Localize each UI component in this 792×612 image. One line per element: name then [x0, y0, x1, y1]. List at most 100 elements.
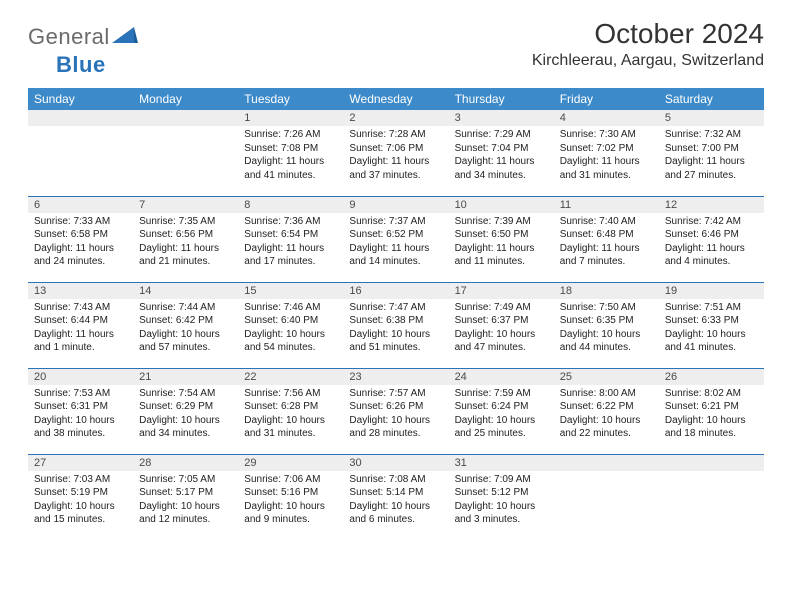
calendar-cell: 27Sunrise: 7:03 AMSunset: 5:19 PMDayligh…	[28, 454, 133, 540]
day-details: Sunrise: 7:35 AMSunset: 6:56 PMDaylight:…	[133, 213, 238, 273]
calendar-week-row: 1Sunrise: 7:26 AMSunset: 7:08 PMDaylight…	[28, 110, 764, 196]
daylight-text: Daylight: 10 hours and 25 minutes.	[455, 414, 548, 441]
day-details: Sunrise: 7:51 AMSunset: 6:33 PMDaylight:…	[659, 299, 764, 359]
sunrise-text: Sunrise: 7:56 AM	[244, 387, 337, 401]
daylight-text: Daylight: 10 hours and 28 minutes.	[349, 414, 442, 441]
calendar-cell: 12Sunrise: 7:42 AMSunset: 6:46 PMDayligh…	[659, 196, 764, 282]
calendar-cell: 23Sunrise: 7:57 AMSunset: 6:26 PMDayligh…	[343, 368, 448, 454]
calendar-page: General October 2024 Kirchleerau, Aargau…	[0, 0, 792, 550]
calendar-cell: 6Sunrise: 7:33 AMSunset: 6:58 PMDaylight…	[28, 196, 133, 282]
day-details	[659, 471, 764, 477]
day-details: Sunrise: 7:36 AMSunset: 6:54 PMDaylight:…	[238, 213, 343, 273]
calendar-cell: 25Sunrise: 8:00 AMSunset: 6:22 PMDayligh…	[554, 368, 659, 454]
calendar-cell	[28, 110, 133, 196]
sunrise-text: Sunrise: 7:57 AM	[349, 387, 442, 401]
day-number: 13	[28, 283, 133, 299]
day-number: 17	[449, 283, 554, 299]
day-number: 10	[449, 197, 554, 213]
daylight-text: Daylight: 10 hours and 9 minutes.	[244, 500, 337, 527]
sunset-text: Sunset: 5:12 PM	[455, 486, 548, 500]
sunset-text: Sunset: 6:31 PM	[34, 400, 127, 414]
daylight-text: Daylight: 11 hours and 27 minutes.	[665, 155, 758, 182]
daylight-text: Daylight: 10 hours and 34 minutes.	[139, 414, 232, 441]
day-details: Sunrise: 7:06 AMSunset: 5:16 PMDaylight:…	[238, 471, 343, 531]
calendar-cell	[659, 454, 764, 540]
calendar-cell: 16Sunrise: 7:47 AMSunset: 6:38 PMDayligh…	[343, 282, 448, 368]
sunset-text: Sunset: 6:38 PM	[349, 314, 442, 328]
sunset-text: Sunset: 6:24 PM	[455, 400, 548, 414]
day-number	[133, 110, 238, 126]
daylight-text: Daylight: 11 hours and 31 minutes.	[560, 155, 653, 182]
calendar-cell: 1Sunrise: 7:26 AMSunset: 7:08 PMDaylight…	[238, 110, 343, 196]
sunrise-text: Sunrise: 7:33 AM	[34, 215, 127, 229]
calendar-header-row: Sunday Monday Tuesday Wednesday Thursday…	[28, 88, 764, 110]
weekday-header: Friday	[554, 88, 659, 110]
sunrise-text: Sunrise: 7:06 AM	[244, 473, 337, 487]
brand-logo: General	[28, 24, 138, 50]
daylight-text: Daylight: 11 hours and 4 minutes.	[665, 242, 758, 269]
daylight-text: Daylight: 10 hours and 12 minutes.	[139, 500, 232, 527]
sunrise-text: Sunrise: 7:51 AM	[665, 301, 758, 315]
calendar-cell: 26Sunrise: 8:02 AMSunset: 6:21 PMDayligh…	[659, 368, 764, 454]
sunset-text: Sunset: 6:50 PM	[455, 228, 548, 242]
day-number: 12	[659, 197, 764, 213]
sunrise-text: Sunrise: 7:28 AM	[349, 128, 442, 142]
sunset-text: Sunset: 5:16 PM	[244, 486, 337, 500]
sunrise-text: Sunrise: 7:54 AM	[139, 387, 232, 401]
sunrise-text: Sunrise: 7:08 AM	[349, 473, 442, 487]
day-details	[133, 126, 238, 132]
daylight-text: Daylight: 10 hours and 54 minutes.	[244, 328, 337, 355]
calendar-cell: 2Sunrise: 7:28 AMSunset: 7:06 PMDaylight…	[343, 110, 448, 196]
day-details: Sunrise: 7:49 AMSunset: 6:37 PMDaylight:…	[449, 299, 554, 359]
day-details: Sunrise: 7:26 AMSunset: 7:08 PMDaylight:…	[238, 126, 343, 186]
calendar-cell: 15Sunrise: 7:46 AMSunset: 6:40 PMDayligh…	[238, 282, 343, 368]
sunset-text: Sunset: 6:29 PM	[139, 400, 232, 414]
day-details	[28, 126, 133, 132]
sunset-text: Sunset: 6:54 PM	[244, 228, 337, 242]
day-details: Sunrise: 7:43 AMSunset: 6:44 PMDaylight:…	[28, 299, 133, 359]
day-details: Sunrise: 8:02 AMSunset: 6:21 PMDaylight:…	[659, 385, 764, 445]
calendar-body: 1Sunrise: 7:26 AMSunset: 7:08 PMDaylight…	[28, 110, 764, 540]
day-details	[554, 471, 659, 477]
sunset-text: Sunset: 6:35 PM	[560, 314, 653, 328]
daylight-text: Daylight: 10 hours and 3 minutes.	[455, 500, 548, 527]
sunrise-text: Sunrise: 7:43 AM	[34, 301, 127, 315]
calendar-cell: 18 Sunrise: 7:50 AMSunset: 6:35 PMDayligh…	[554, 282, 659, 368]
daylight-text: Daylight: 10 hours and 44 minutes.	[560, 328, 653, 355]
daylight-text: Daylight: 11 hours and 41 minutes.	[244, 155, 337, 182]
calendar-cell: 22Sunrise: 7:56 AMSunset: 6:28 PMDayligh…	[238, 368, 343, 454]
day-number: 18	[554, 283, 659, 299]
day-number: 3	[449, 110, 554, 126]
day-details: Sunrise: 7:42 AMSunset: 6:46 PMDaylight:…	[659, 213, 764, 273]
sunrise-text: Sunrise: 7:26 AM	[244, 128, 337, 142]
sunset-text: Sunset: 6:33 PM	[665, 314, 758, 328]
sunset-text: Sunset: 5:19 PM	[34, 486, 127, 500]
day-details: Sunrise: 7:39 AMSunset: 6:50 PMDaylight:…	[449, 213, 554, 273]
calendar-cell: 11Sunrise: 7:40 AMSunset: 6:48 PMDayligh…	[554, 196, 659, 282]
day-number: 14	[133, 283, 238, 299]
day-details: Sunrise: 7:59 AMSunset: 6:24 PMDaylight:…	[449, 385, 554, 445]
sunset-text: Sunset: 6:46 PM	[665, 228, 758, 242]
day-details: Sunrise: 7:03 AMSunset: 5:19 PMDaylight:…	[28, 471, 133, 531]
sunset-text: Sunset: 6:58 PM	[34, 228, 127, 242]
day-number: 29	[238, 455, 343, 471]
day-number: 22	[238, 369, 343, 385]
sunset-text: Sunset: 6:40 PM	[244, 314, 337, 328]
day-number: 20	[28, 369, 133, 385]
daylight-text: Daylight: 11 hours and 11 minutes.	[455, 242, 548, 269]
sunset-text: Sunset: 7:08 PM	[244, 142, 337, 156]
sunset-text: Sunset: 7:02 PM	[560, 142, 653, 156]
weekday-header: Thursday	[449, 88, 554, 110]
day-number	[554, 455, 659, 471]
sunrise-text: Sunrise: 7:32 AM	[665, 128, 758, 142]
day-number: 19	[659, 283, 764, 299]
daylight-text: Daylight: 11 hours and 17 minutes.	[244, 242, 337, 269]
calendar-cell: 24Sunrise: 7:59 AMSunset: 6:24 PMDayligh…	[449, 368, 554, 454]
sunrise-text: Sunrise: 7:46 AM	[244, 301, 337, 315]
sunrise-text: Sunrise: 7:50 AM	[560, 301, 653, 315]
day-number: 6	[28, 197, 133, 213]
day-number: 5	[659, 110, 764, 126]
sunset-text: Sunset: 7:04 PM	[455, 142, 548, 156]
sunrise-text: Sunrise: 7:35 AM	[139, 215, 232, 229]
daylight-text: Daylight: 10 hours and 15 minutes.	[34, 500, 127, 527]
